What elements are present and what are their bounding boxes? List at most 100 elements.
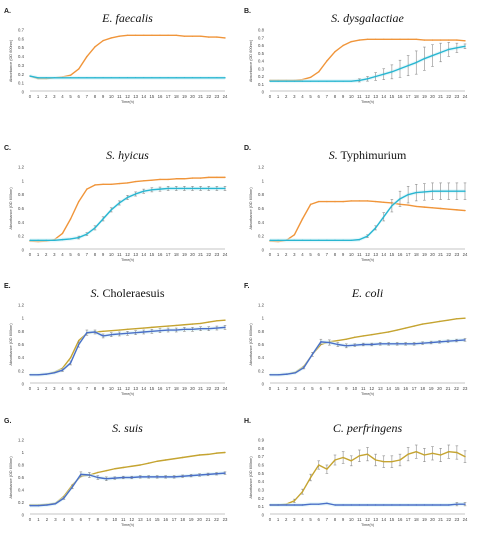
series-ctrl — [269, 42, 467, 84]
x-tick-label: 15 — [149, 386, 154, 391]
x-tick-label: 7 — [326, 517, 329, 522]
y-tick-label: 0.4 — [258, 355, 265, 360]
x-tick-label: 15 — [389, 252, 394, 257]
data-point — [175, 187, 177, 190]
x-tick-label: 9 — [102, 94, 105, 99]
x-tick-label: 1 — [277, 517, 280, 522]
series-shade — [270, 44, 465, 84]
panel-letter: C. — [4, 145, 11, 152]
data-point — [94, 331, 96, 333]
panel-title: S. dysgalactiae — [331, 11, 404, 25]
y-tick-label: 1.2 — [18, 165, 25, 170]
data-point — [167, 77, 169, 79]
data-point — [29, 75, 31, 77]
x-tick-label: 14 — [141, 386, 146, 391]
data-point — [45, 77, 47, 79]
data-point — [371, 333, 373, 336]
data-point — [277, 239, 279, 242]
data-point — [224, 176, 226, 179]
y-tick-label: 0.2 — [258, 74, 265, 79]
x-tick-label: 9 — [102, 252, 105, 257]
data-point — [342, 456, 344, 459]
x-axis-label: Time(h) — [361, 100, 375, 104]
data-point — [464, 190, 466, 192]
series-line — [270, 45, 466, 82]
data-point — [215, 452, 218, 454]
data-point — [423, 57, 426, 60]
data-point — [118, 182, 121, 185]
y-tick-label: 0.8 — [258, 446, 265, 451]
data-point — [456, 503, 458, 505]
data-point — [215, 473, 218, 475]
data-point — [431, 39, 434, 41]
data-point — [337, 339, 339, 342]
data-point — [181, 456, 184, 459]
y-tick-label: 0 — [22, 382, 25, 387]
x-tick-label: 23 — [214, 386, 219, 391]
x-tick-label: 7 — [326, 94, 329, 99]
data-point — [208, 176, 210, 179]
data-point — [366, 78, 369, 80]
data-point — [439, 207, 442, 210]
series-line — [270, 339, 466, 376]
data-point — [61, 238, 64, 241]
x-tick-label: 9 — [105, 517, 108, 522]
data-point — [147, 476, 150, 478]
data-point — [224, 77, 226, 79]
data-point — [464, 339, 466, 341]
x-tick-label: 15 — [155, 517, 160, 522]
x-tick-label: 1 — [277, 252, 280, 257]
data-point — [198, 454, 201, 456]
data-point — [448, 39, 450, 41]
data-point — [293, 504, 296, 506]
x-tick-label: 10 — [349, 252, 354, 257]
data-point — [383, 73, 385, 75]
y-tick-label: 0.2 — [18, 368, 25, 373]
data-point — [198, 474, 201, 476]
data-point — [407, 453, 409, 455]
panel-title: S. suis — [112, 421, 143, 435]
series-test_alt — [269, 444, 467, 506]
series-shade — [270, 501, 465, 507]
x-tick-label: 8 — [334, 517, 337, 522]
panel-letter: G. — [4, 418, 11, 425]
data-point — [464, 40, 466, 42]
x-tick-label: 18 — [414, 252, 419, 257]
data-point — [126, 77, 129, 79]
data-point — [309, 476, 312, 479]
data-point — [78, 200, 80, 203]
data-point — [391, 504, 393, 506]
data-point — [326, 80, 328, 82]
y-tick-label: 0.2 — [18, 72, 25, 77]
data-point — [61, 232, 64, 235]
data-point — [455, 339, 458, 342]
x-tick-label: 3 — [294, 386, 297, 391]
x-tick-label: 17 — [166, 386, 171, 391]
data-point — [309, 203, 312, 206]
data-point — [102, 330, 104, 333]
panel-title-italic: S. hyicus — [106, 148, 149, 162]
data-point — [318, 503, 320, 505]
series-ctrl_alt — [29, 325, 227, 377]
series-shade — [30, 471, 225, 508]
x-tick-label: 14 — [381, 517, 386, 522]
data-point — [293, 500, 296, 502]
panel-letter: F. — [244, 283, 250, 290]
data-point — [224, 319, 226, 321]
y-tick-label: 0.4 — [18, 220, 25, 225]
data-point — [345, 345, 348, 347]
data-point — [86, 233, 88, 235]
data-point — [61, 77, 64, 79]
data-point — [285, 239, 287, 242]
x-tick-label: 16 — [158, 252, 163, 257]
data-point — [269, 80, 271, 82]
data-point — [431, 207, 434, 209]
data-point — [362, 335, 364, 337]
y-tick-label: 0.8 — [18, 463, 25, 468]
data-point — [399, 38, 401, 40]
y-tick-label: 1.2 — [18, 303, 25, 308]
data-point — [216, 176, 218, 179]
x-tick-label: 4 — [303, 386, 306, 391]
y-tick-label: 0.3 — [258, 488, 265, 493]
